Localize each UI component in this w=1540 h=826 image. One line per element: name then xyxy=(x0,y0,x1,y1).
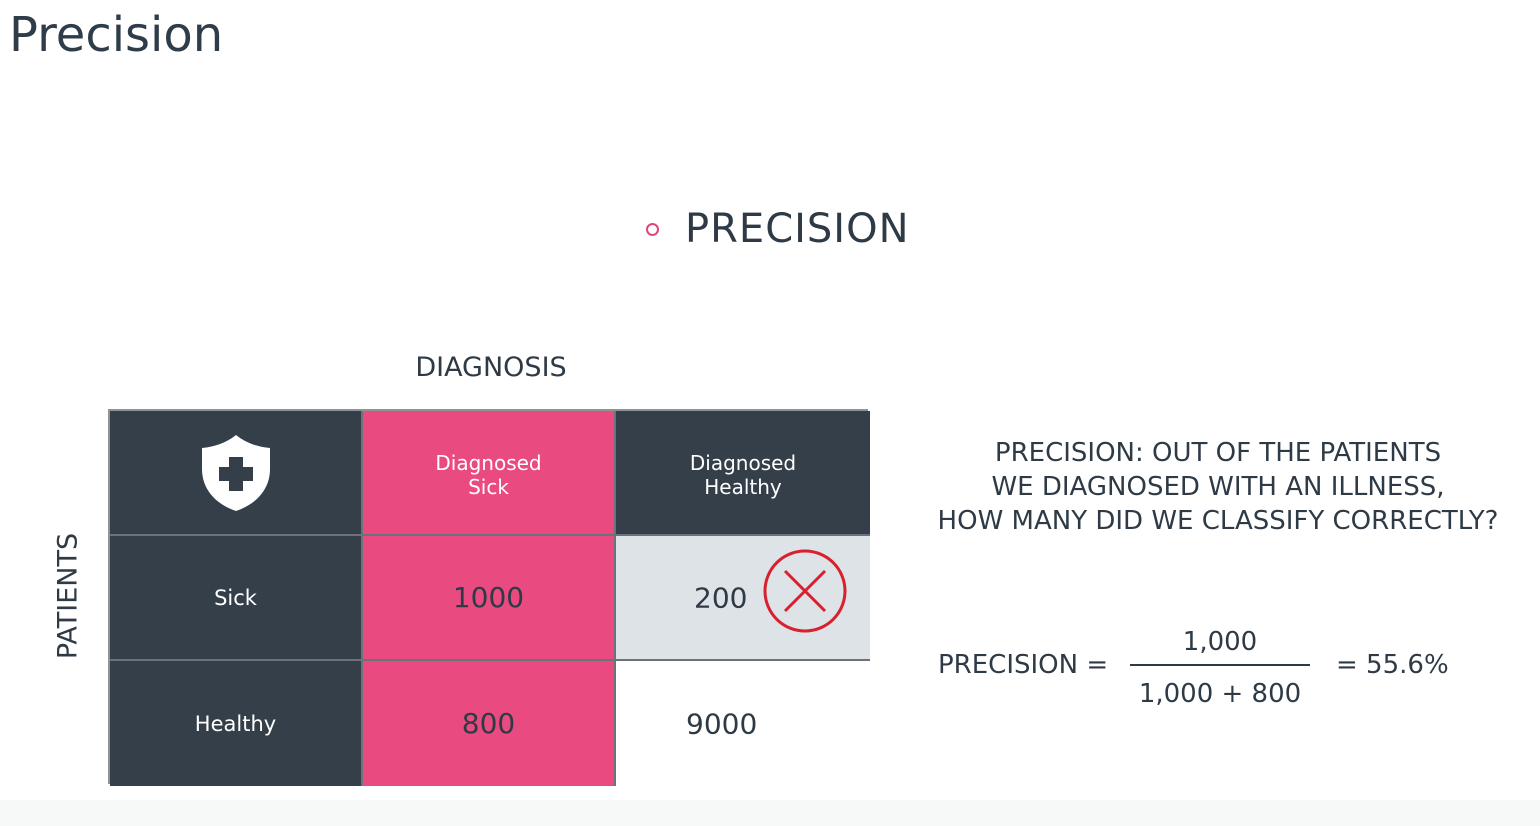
cell-healthy-diagnosed-sick: 800 xyxy=(363,661,616,786)
col-header-label: Diagnosed Healthy xyxy=(689,450,797,499)
cell-sick-diagnosed-sick: 1000 xyxy=(363,536,616,661)
cell-value: 1000 xyxy=(452,581,525,614)
slide-heading: PRECISION xyxy=(646,205,910,253)
cell-value: 800 xyxy=(461,707,516,740)
cell-value: 9000 xyxy=(686,707,758,740)
row-header-label: Healthy xyxy=(194,711,277,736)
precision-formula: PRECISION = 1,000 1,000 + 800 = 55.6% xyxy=(938,622,1498,716)
precision-description: PRECISION: OUT OF THE PATIENTS WE DIAGNO… xyxy=(918,436,1518,538)
col-header-label: Diagnosed Sick xyxy=(435,450,542,499)
row-header-sick: Sick xyxy=(110,536,363,661)
page-title: Precision xyxy=(9,7,224,63)
confusion-matrix: Diagnosed Sick Diagnosed Healthy Sick 10… xyxy=(108,409,870,786)
matrix-corner-cell xyxy=(110,411,363,536)
row-header-label: Sick xyxy=(214,585,257,610)
formula-fraction: 1,000 1,000 + 800 xyxy=(1130,622,1310,714)
row-header-healthy: Healthy xyxy=(110,661,363,786)
slide-heading-text: PRECISION xyxy=(685,206,910,252)
description-line: HOW MANY DID WE CLASSIFY CORRECTLY? xyxy=(937,506,1499,536)
shield-cross-icon xyxy=(198,433,274,513)
description-line: PRECISION: OUT OF THE PATIENTS xyxy=(994,438,1442,468)
bottom-strip xyxy=(0,800,1540,826)
diagnosis-axis-label: DIAGNOSIS xyxy=(415,352,567,383)
bullet-icon xyxy=(646,222,659,236)
formula-lhs: PRECISION = xyxy=(938,650,1109,680)
description-line: WE DIAGNOSED WITH AN ILLNESS, xyxy=(991,472,1445,502)
formula-numerator: 1,000 xyxy=(1182,627,1258,657)
formula-result: = 55.6% xyxy=(1336,650,1449,680)
x-circle-icon xyxy=(762,548,848,638)
patients-axis-label: PATIENTS xyxy=(52,532,84,660)
col-header-diagnosed-healthy: Diagnosed Healthy xyxy=(616,411,870,536)
col-header-diagnosed-sick: Diagnosed Sick xyxy=(363,411,616,536)
cell-healthy-diagnosed-healthy: 9000 xyxy=(616,661,870,786)
cell-value: 200 xyxy=(694,581,748,614)
cell-sick-diagnosed-healthy: 200 xyxy=(616,536,870,661)
fraction-bar xyxy=(1130,664,1310,666)
formula-denominator: 1,000 + 800 xyxy=(1138,679,1302,709)
